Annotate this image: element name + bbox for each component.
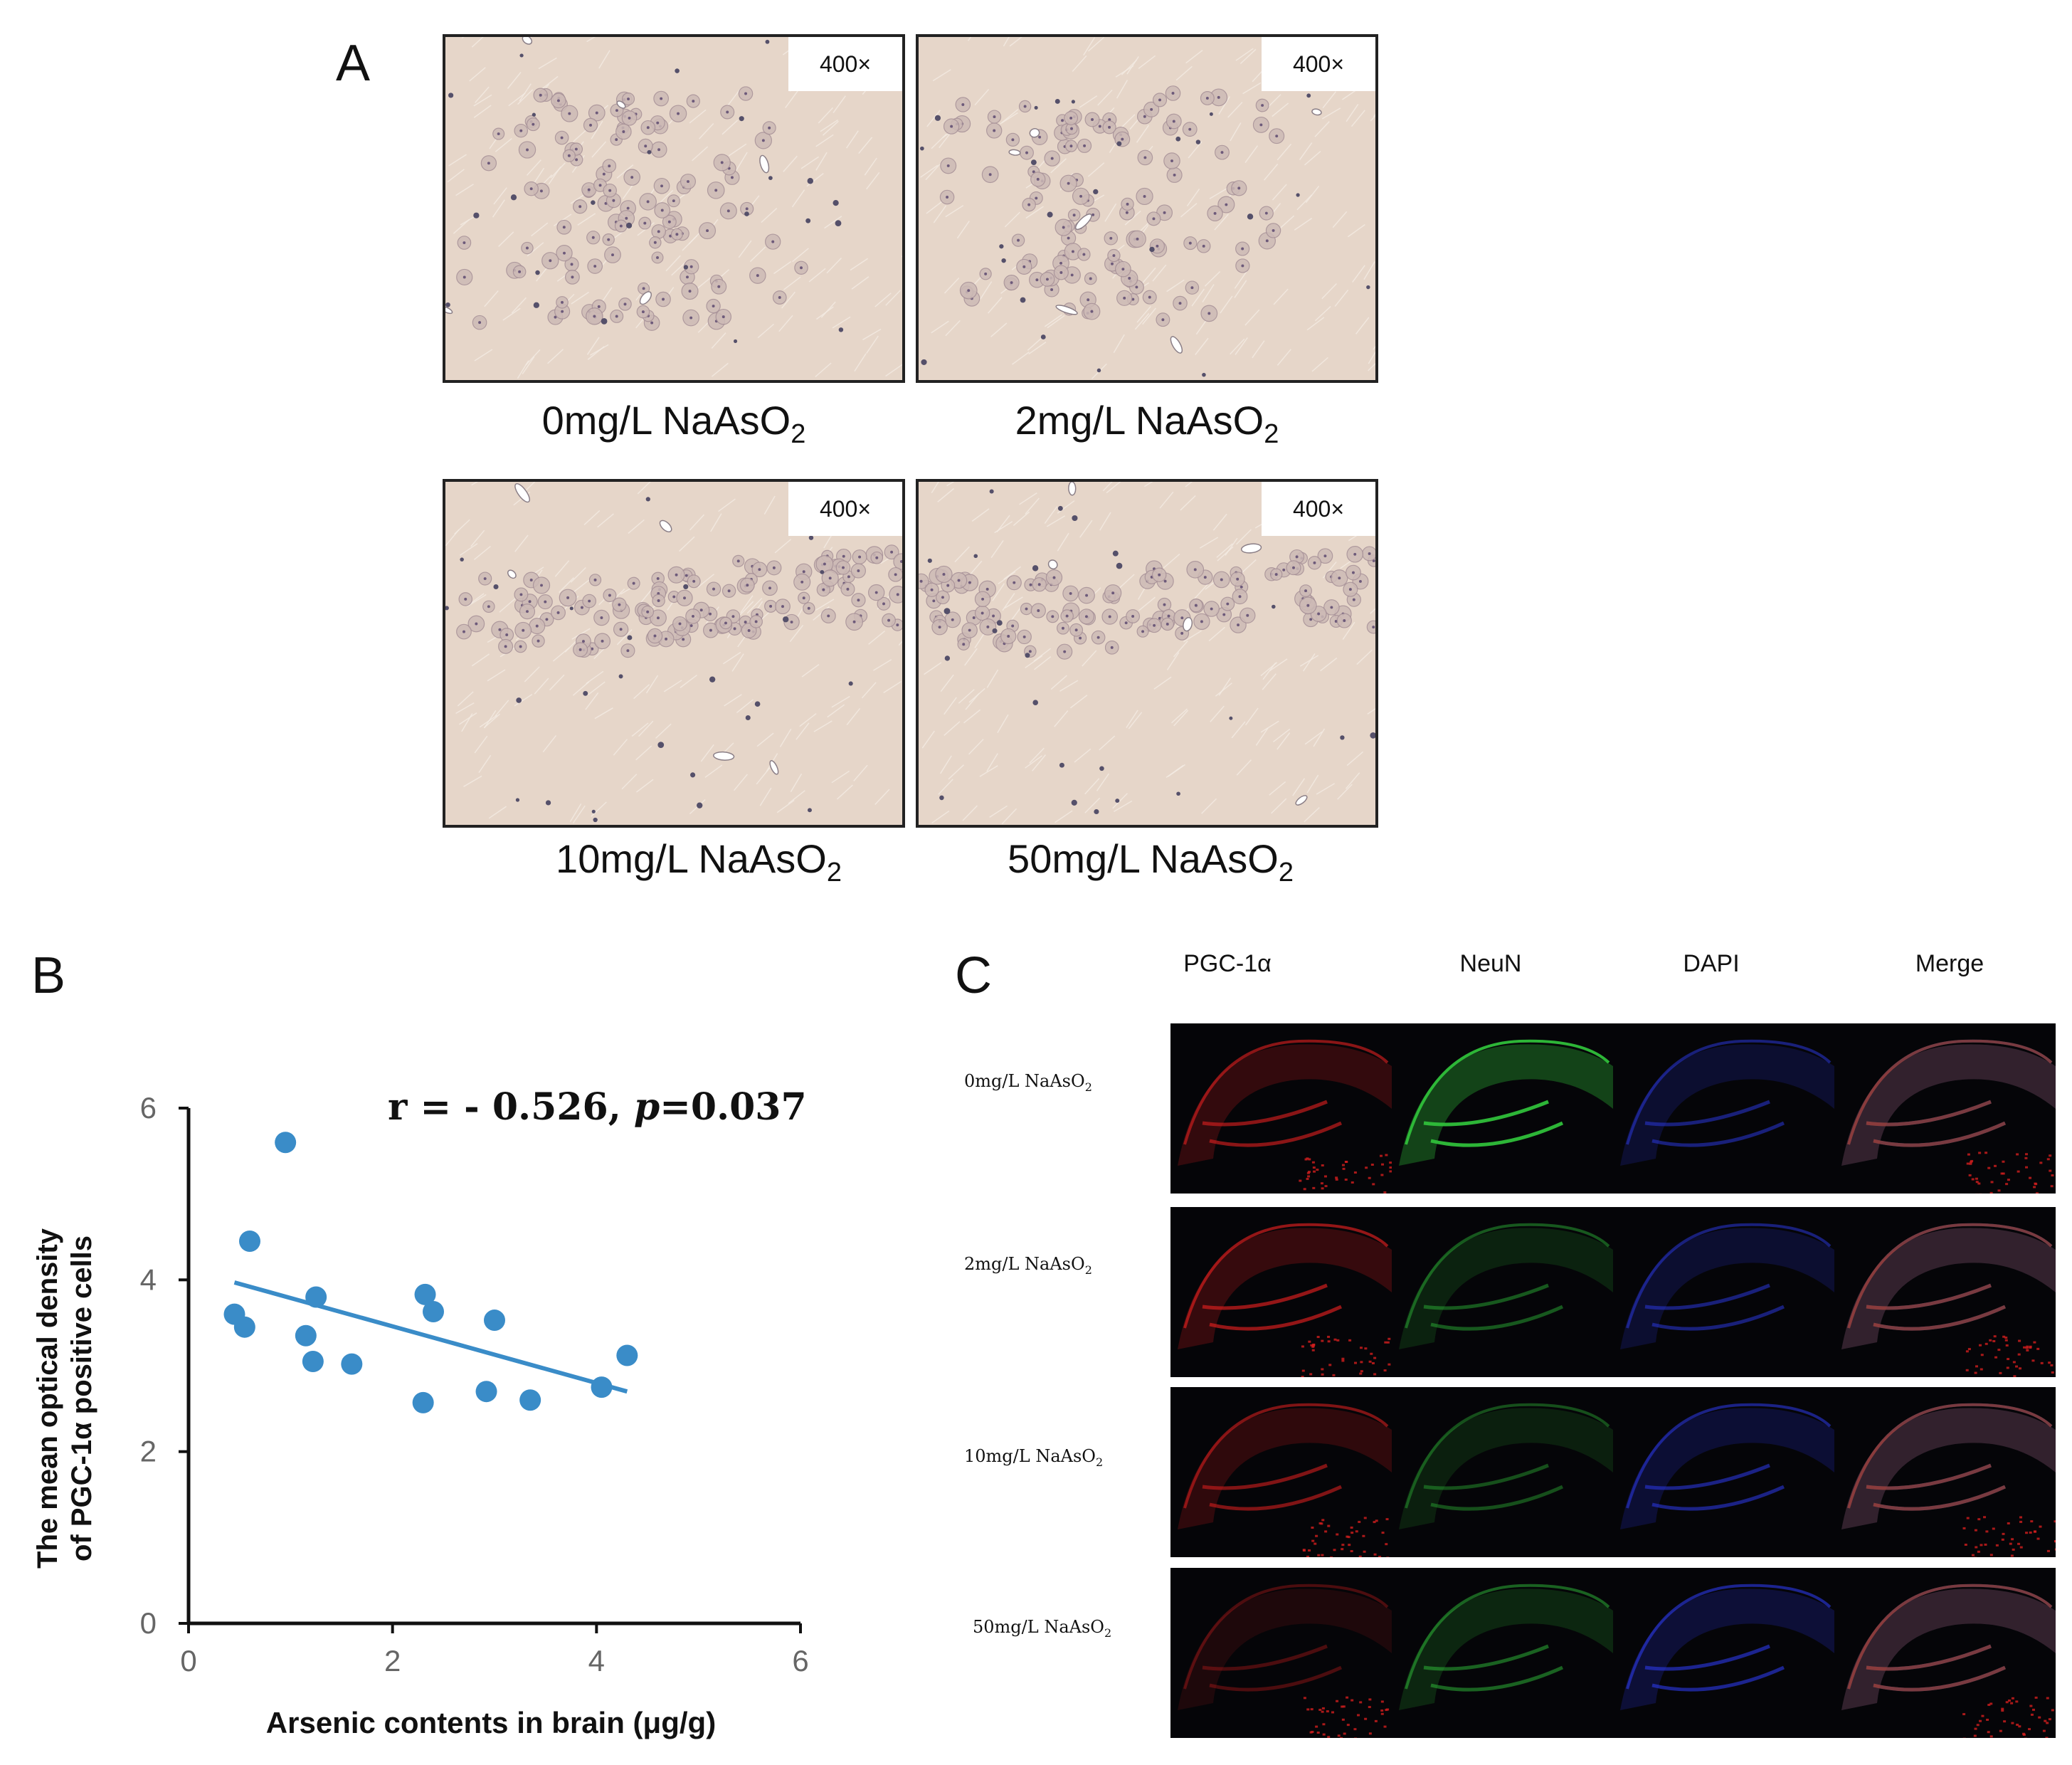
ihc-image-2mg	[919, 37, 1375, 380]
panel-b-letter: B	[31, 947, 66, 1004]
ihc-micrograph-10mg: 400×	[443, 479, 905, 828]
y-tick-label: 0	[140, 1606, 157, 1640]
row-label-subscript: 2	[1104, 1626, 1112, 1640]
x-tick-label: 0	[180, 1644, 196, 1677]
trend-line	[233, 1280, 628, 1394]
row-label-text: 0mg/L NaAsO	[964, 1071, 1085, 1091]
fluorescence-tile-pgc	[1170, 1387, 1392, 1557]
y-axis-label-line1: The mean optical density	[32, 1228, 63, 1569]
caption-subscript: 2	[791, 419, 806, 450]
fluorescence-tile-pgc	[1170, 1207, 1392, 1377]
scatter-point	[616, 1344, 638, 1366]
fluorescence-tile-pgc	[1170, 1023, 1392, 1194]
x-tick-label: 6	[792, 1644, 808, 1677]
p-value-text: =0.037	[660, 1085, 806, 1129]
caption-text: 50mg/L NaAsO	[1008, 836, 1279, 881]
fluorescence-grid	[1170, 1023, 2056, 1744]
caption-0mg: 0mg/L NaAsO2	[443, 397, 905, 450]
scatter-point	[423, 1300, 444, 1322]
row-label-0mg: 0mg/L NaAsO2	[964, 1071, 1092, 1094]
fluorescence-tile-merge	[1834, 1023, 2056, 1194]
correlation-annotation: r = - 0.526, p=0.037	[388, 1085, 807, 1129]
magnification-label: 400×	[1262, 37, 1375, 91]
caption-50mg: 50mg/L NaAsO2	[902, 836, 1400, 888]
fluorescence-tile-neun	[1392, 1023, 1613, 1194]
scatter-point	[412, 1391, 434, 1413]
x-tick-label: 4	[588, 1644, 605, 1677]
fluorescence-tile-merge	[1834, 1207, 2056, 1377]
scatter-point	[305, 1286, 327, 1308]
panel-a-letter: A	[336, 35, 371, 92]
scatter-point	[475, 1381, 497, 1403]
ihc-image-10mg	[445, 482, 902, 825]
row-label-text: 2mg/L NaAsO	[964, 1254, 1085, 1274]
column-header-pgc1a: PGC-1α	[1183, 950, 1272, 977]
row-label-2mg: 2mg/L NaAsO2	[964, 1254, 1092, 1277]
magnification-label: 400×	[788, 37, 902, 91]
y-axis-label-line2: of PGC-1α positive cells	[66, 1236, 97, 1561]
ihc-micrograph-2mg: 400×	[916, 34, 1378, 383]
caption-subscript: 2	[1278, 858, 1294, 888]
y-tick-label: 2	[140, 1435, 157, 1468]
scatter-point	[295, 1324, 317, 1347]
fluorescence-tile-dapi	[1613, 1207, 1834, 1377]
magnification-label: 400×	[1262, 482, 1375, 536]
y-tick-label: 6	[140, 1091, 157, 1124]
caption-text: 2mg/L NaAsO	[1015, 398, 1264, 443]
fluorescence-tile-pgc	[1170, 1568, 1392, 1738]
row-label-text: 10mg/L NaAsO	[964, 1446, 1096, 1466]
caption-text: 0mg/L NaAsO	[541, 398, 791, 443]
panel-c-letter: C	[955, 947, 992, 1004]
chart-marks: 0 2 4 6 0 2 4 6	[140, 1091, 809, 1677]
scatter-point	[239, 1231, 260, 1253]
row-label-subscript: 2	[1084, 1263, 1092, 1277]
column-header-dapi: DAPI	[1683, 950, 1740, 977]
column-header-neun: NeuN	[1459, 950, 1522, 977]
r-value-text: r = - 0.526,	[388, 1085, 634, 1129]
row-label-50mg: 50mg/L NaAsO2	[973, 1617, 1111, 1640]
caption-2mg: 2mg/L NaAsO2	[916, 397, 1378, 450]
fluorescence-tile-merge	[1834, 1568, 2056, 1738]
row-label-10mg: 10mg/L NaAsO2	[964, 1446, 1103, 1469]
y-tick-label: 4	[140, 1263, 157, 1296]
ihc-image-0mg	[445, 37, 902, 380]
caption-text: 10mg/L NaAsO	[556, 836, 827, 881]
scatter-point	[341, 1353, 363, 1375]
scatter-point	[302, 1350, 324, 1372]
magnification-label: 400×	[788, 482, 902, 536]
ihc-micrograph-50mg: 400×	[916, 479, 1378, 828]
row-label-subscript: 2	[1095, 1455, 1104, 1469]
fluorescence-tile-neun	[1392, 1568, 1613, 1738]
fluorescence-tile-dapi	[1613, 1387, 1834, 1557]
row-label-subscript: 2	[1084, 1080, 1092, 1094]
scatter-point	[275, 1132, 297, 1154]
fluorescence-tile-dapi	[1613, 1023, 1834, 1194]
caption-10mg: 10mg/L NaAsO2	[443, 836, 955, 888]
ihc-micrograph-0mg: 400×	[443, 34, 905, 383]
scatter-point	[414, 1283, 436, 1305]
scatter-point	[591, 1376, 613, 1398]
scatter-point	[519, 1389, 541, 1411]
fluorescence-tile-neun	[1392, 1387, 1613, 1557]
column-header-merge: Merge	[1915, 950, 1984, 977]
x-tick-label: 2	[384, 1644, 401, 1677]
scatter-point	[484, 1310, 505, 1332]
p-symbol: p	[634, 1085, 660, 1129]
scatter-chart: 0 2 4 6 0 2 4 6 r = - 0.526, p=0.037 Arsenic co…	[32, 1085, 809, 1739]
caption-subscript: 2	[826, 858, 842, 888]
fluorescence-tile-dapi	[1613, 1568, 1834, 1738]
fluorescence-tile-merge	[1834, 1387, 2056, 1557]
x-axis-label: Arsenic contents in brain (μg/g)	[266, 1706, 716, 1739]
scatter-point	[233, 1316, 255, 1338]
caption-subscript: 2	[1264, 419, 1279, 450]
ihc-image-50mg	[919, 482, 1375, 825]
fluorescence-tile-neun	[1392, 1207, 1613, 1377]
row-label-text: 50mg/L NaAsO	[973, 1617, 1104, 1637]
